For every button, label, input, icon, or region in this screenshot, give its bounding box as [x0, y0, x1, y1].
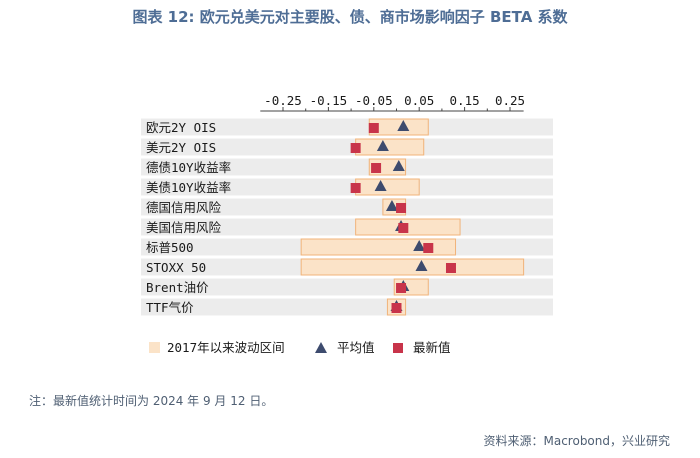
- category-label: STOXX 50: [146, 260, 206, 275]
- latest-marker: [371, 163, 382, 173]
- mean-marker: [376, 140, 389, 151]
- category-labels: 欧元2Y OIS 美元2Y OIS 德债10Y收益率美债10Y收益率德国信用风险美国…: [146, 120, 231, 315]
- row-band: [141, 118, 553, 136]
- category-label: 美国信用风险: [146, 220, 222, 235]
- row-band: [141, 138, 553, 156]
- x-tick-label: -0.05: [355, 93, 393, 108]
- category-label: 欧元2Y OIS: [146, 120, 216, 135]
- row-band: [141, 178, 553, 196]
- category-label: 美债10Y收益率: [146, 180, 231, 195]
- row-band: [141, 298, 553, 316]
- source-credit: 资料来源：Macrobond，兴业研究: [483, 434, 671, 448]
- category-label: 美元2Y OIS: [146, 140, 216, 155]
- latest-marker: [391, 303, 402, 313]
- mean-marker: [385, 200, 398, 211]
- row-band: [141, 278, 553, 296]
- footnote: 注：最新值统计时间为 2024 年 9 月 12 日。: [29, 394, 274, 408]
- latest-marker: [398, 223, 409, 233]
- category-label: Brent油价: [146, 280, 209, 295]
- x-tick-label: 0.05: [404, 93, 434, 108]
- category-label: 德国信用风险: [146, 200, 222, 215]
- range-bar: [300, 258, 525, 276]
- mean-marker: [397, 120, 410, 131]
- legend-latest-label: 最新值: [413, 340, 451, 355]
- legend-range-label: 2017年以来波动区间: [167, 340, 285, 355]
- latest-marker: [445, 263, 456, 273]
- x-tick-label: 0.25: [495, 93, 525, 108]
- row-band: [141, 198, 553, 216]
- latest-marker: [350, 143, 361, 153]
- range-bar: [355, 138, 425, 156]
- legend-mean-label: 平均值: [337, 340, 375, 355]
- latest-markers: [350, 123, 456, 313]
- category-label: 德债10Y收益率: [146, 160, 231, 175]
- latest-marker: [396, 203, 407, 213]
- mean-marker: [392, 160, 405, 171]
- legend-range-swatch: [149, 342, 160, 353]
- x-axis: -0.25 -0.15 -0.05 0.05 0.15 0.25: [260, 93, 525, 112]
- mean-marker: [415, 260, 428, 271]
- x-tick-label: -0.15: [310, 93, 348, 108]
- latest-marker: [368, 123, 379, 133]
- latest-marker: [423, 243, 434, 253]
- latest-marker: [350, 183, 361, 193]
- chart-title: 图表 12: 欧元兑美元对主要股、债、商市场影响因子 BETA 系数: [132, 8, 568, 26]
- x-tick-label: 0.15: [450, 93, 480, 108]
- legend-mean-swatch: [315, 342, 327, 353]
- row-band: [141, 158, 553, 176]
- latest-marker: [396, 283, 407, 293]
- mean-marker: [374, 180, 387, 191]
- category-label: 标普500: [146, 240, 194, 255]
- legend-latest-swatch: [393, 343, 403, 353]
- legend: 2017年以来波动区间 平均值 最新值: [149, 340, 451, 355]
- mean-marker: [413, 240, 426, 251]
- range-bar: [355, 178, 420, 196]
- category-label: TTF气价: [146, 300, 194, 315]
- x-tick-label: -0.25: [264, 93, 302, 108]
